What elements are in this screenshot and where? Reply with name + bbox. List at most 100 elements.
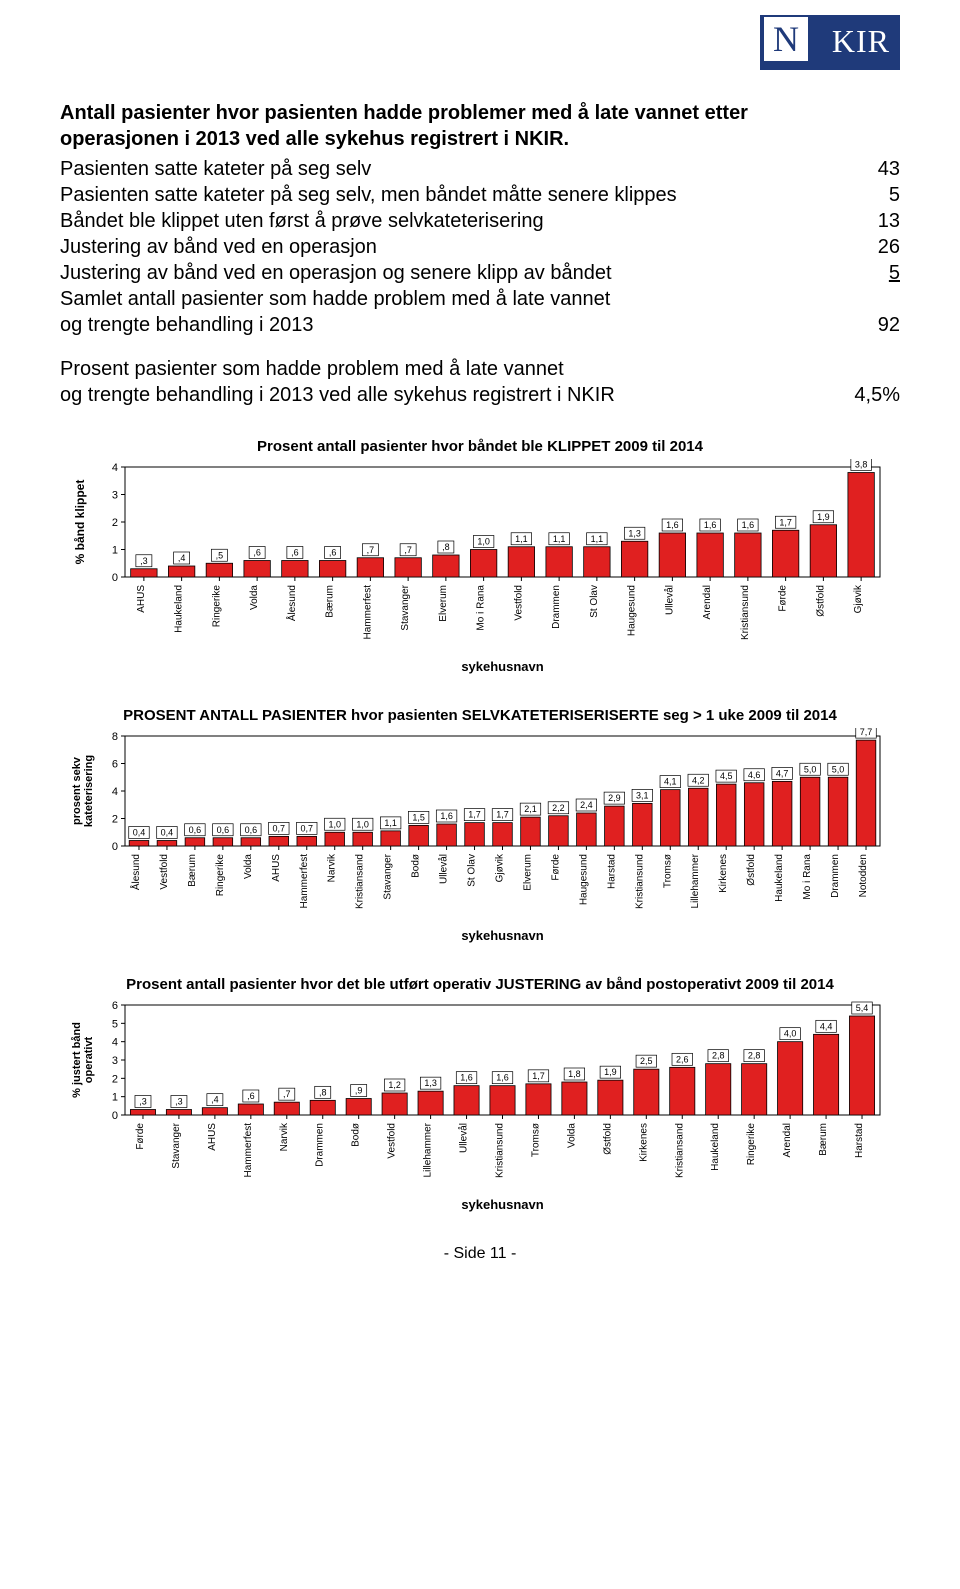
svg-text:0: 0 <box>112 572 118 584</box>
svg-text:,7: ,7 <box>283 1089 291 1099</box>
svg-text:2,9: 2,9 <box>608 793 621 803</box>
svg-text:sykehusnavn: sykehusnavn <box>461 659 543 674</box>
chart2-title: PROSENT ANTALL PASIENTER hvor pasienten … <box>60 707 900 724</box>
svg-text:,6: ,6 <box>291 548 299 558</box>
row-label: Justering av bånd ved en operasjon og se… <box>60 260 830 286</box>
svg-text:,6: ,6 <box>329 548 337 558</box>
svg-text:Bodø: Bodø <box>351 1123 362 1147</box>
svg-text:Drammen: Drammen <box>315 1123 326 1167</box>
svg-text:Mo i Rana: Mo i Rana <box>476 585 487 631</box>
svg-text:,3: ,3 <box>140 556 148 566</box>
svg-text:Mo i Rana: Mo i Rana <box>802 854 813 900</box>
svg-text:,6: ,6 <box>253 548 261 558</box>
svg-text:5,4: 5,4 <box>856 1003 869 1013</box>
svg-text:% justert bånd: % justert bånd <box>71 1022 83 1098</box>
svg-text:Ringerike: Ringerike <box>215 854 226 897</box>
svg-text:Drammen: Drammen <box>551 585 562 629</box>
svg-text:,3: ,3 <box>139 1097 147 1107</box>
chart1: 01234% bånd klippet,3AHUS,4Haukeland,5Ri… <box>60 459 900 677</box>
svg-text:Kirkenes: Kirkenes <box>718 854 729 893</box>
svg-text:Ålesund: Ålesund <box>129 854 142 890</box>
row-value: 5 <box>830 182 900 208</box>
svg-text:Volda: Volda <box>243 854 254 879</box>
svg-text:0,4: 0,4 <box>133 828 146 838</box>
svg-text:Førde: Førde <box>778 585 789 612</box>
svg-text:Stavanger: Stavanger <box>383 853 394 899</box>
row-label: Pasienten satte kateter på seg selv, men… <box>60 182 830 208</box>
svg-text:1,3: 1,3 <box>424 1078 437 1088</box>
row-value: 43 <box>830 156 900 182</box>
data-row: Samlet antall pasienter som hadde proble… <box>60 286 900 312</box>
svg-text:Bodø: Bodø <box>411 854 422 878</box>
data-row: og trengte behandling i 201392 <box>60 312 900 338</box>
svg-text:Kristiansand: Kristiansand <box>355 854 366 909</box>
svg-text:,8: ,8 <box>442 542 450 552</box>
svg-text:1,1: 1,1 <box>591 534 604 544</box>
svg-text:sykehusnavn: sykehusnavn <box>461 928 543 943</box>
svg-text:Hammerfest: Hammerfest <box>243 1123 254 1178</box>
svg-text:1,7: 1,7 <box>779 517 792 527</box>
svg-text:Elverum: Elverum <box>522 854 533 891</box>
chart3: 0123456% justert båndoperativt,3Førde,3S… <box>60 997 900 1215</box>
data-row: Pasienten satte kateter på seg selv, men… <box>60 182 900 208</box>
svg-text:Haukeland: Haukeland <box>774 854 785 902</box>
svg-text:Tromsø: Tromsø <box>662 854 673 888</box>
svg-text:2,1: 2,1 <box>524 804 537 814</box>
svg-text:St Olav: St Olav <box>467 854 478 887</box>
svg-text:Ullevål: Ullevål <box>458 1123 470 1153</box>
svg-text:AHUS: AHUS <box>207 1123 218 1151</box>
svg-text:AHUS: AHUS <box>136 585 147 613</box>
chart3-title: Prosent antall pasienter hvor det ble ut… <box>60 976 900 993</box>
svg-text:Gjøvik: Gjøvik <box>853 584 864 613</box>
svg-text:4,4: 4,4 <box>820 1021 833 1031</box>
svg-text:Harstad: Harstad <box>854 1123 865 1158</box>
svg-text:1,5: 1,5 <box>412 812 425 822</box>
svg-text:2,6: 2,6 <box>676 1054 689 1064</box>
svg-text:2,8: 2,8 <box>748 1051 761 1061</box>
svg-text:6: 6 <box>112 1000 118 1012</box>
svg-text:3: 3 <box>112 1055 118 1067</box>
svg-text:4,0: 4,0 <box>784 1029 797 1039</box>
intro-heading: Antall pasienter hvor pasienten hadde pr… <box>60 100 900 152</box>
svg-text:Kristiansund: Kristiansund <box>740 585 751 640</box>
percent-value: 4,5% <box>830 382 900 408</box>
row-value: 92 <box>830 312 900 338</box>
svg-text:1,8: 1,8 <box>568 1069 581 1079</box>
svg-text:2,4: 2,4 <box>580 800 593 810</box>
svg-text:1: 1 <box>112 1092 118 1104</box>
chart3-wrap: Prosent antall pasienter hvor det ble ut… <box>60 976 900 1215</box>
percent-line2: og trengte behandling i 2013 ved alle sy… <box>60 382 830 408</box>
svg-text:Harstad: Harstad <box>606 854 617 889</box>
svg-text:1,1: 1,1 <box>553 534 566 544</box>
svg-text:Bærum: Bærum <box>818 1123 829 1156</box>
svg-text:Lillehammer: Lillehammer <box>690 853 701 908</box>
svg-text:Notodden: Notodden <box>858 854 869 897</box>
svg-text:2: 2 <box>112 814 118 826</box>
chart1-wrap: Prosent antall pasienter hvor båndet ble… <box>60 438 900 677</box>
svg-text:4,1: 4,1 <box>664 777 677 787</box>
svg-text:0,7: 0,7 <box>301 823 314 833</box>
svg-text:Haukeland: Haukeland <box>174 585 185 633</box>
svg-text:prosent sekv: prosent sekv <box>71 756 83 825</box>
svg-text:Stavanger: Stavanger <box>400 584 411 630</box>
svg-text:Bærum: Bærum <box>187 854 198 887</box>
svg-text:,4: ,4 <box>178 553 186 563</box>
svg-text:Haugesund: Haugesund <box>627 585 638 636</box>
svg-text:St Olav: St Olav <box>589 585 600 618</box>
logo-initial: N <box>764 17 808 61</box>
svg-text:,9: ,9 <box>355 1086 363 1096</box>
svg-text:Østfold: Østfold <box>746 854 757 886</box>
svg-text:Kirkenes: Kirkenes <box>638 1123 649 1162</box>
svg-text:Bærum: Bærum <box>325 585 336 618</box>
svg-text:2: 2 <box>112 517 118 529</box>
svg-text:7,7: 7,7 <box>860 728 873 737</box>
svg-text:Kristiansand: Kristiansand <box>674 1123 685 1178</box>
svg-text:1,9: 1,9 <box>817 512 830 522</box>
data-row: Justering av bånd ved en operasjon26 <box>60 234 900 260</box>
data-row: Pasienten satte kateter på seg selv43 <box>60 156 900 182</box>
svg-text:1,1: 1,1 <box>515 534 528 544</box>
chart2: 02468prosent sekvkateterisering0,4Ålesun… <box>60 728 900 946</box>
svg-text:Lillehammer: Lillehammer <box>423 1122 434 1177</box>
row-value <box>830 286 900 312</box>
row-label: Pasienten satte kateter på seg selv <box>60 156 830 182</box>
